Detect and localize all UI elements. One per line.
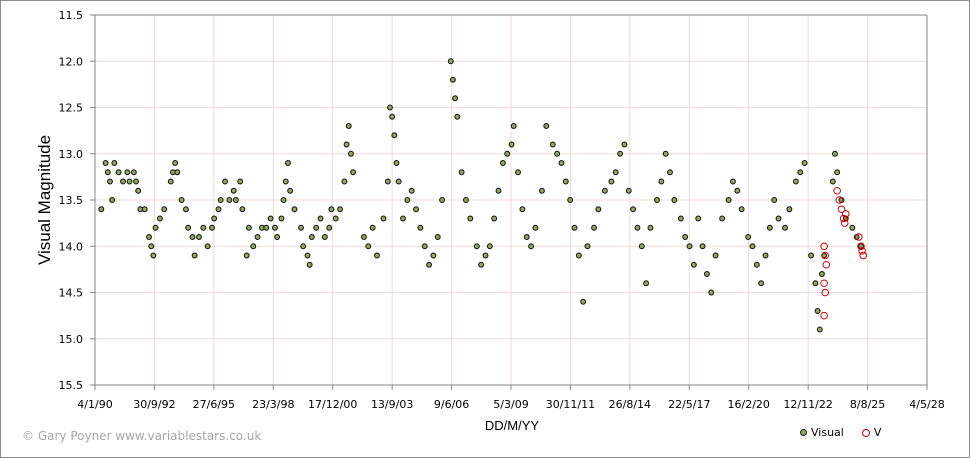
x-tick-labels: 4/1/90 30/9/92 27/6/95 23/3/98 17/12/00 13/9/… [77,398,944,411]
svg-text:4/5/28: 4/5/28 [909,398,944,411]
svg-text:13/9/03: 13/9/03 [371,398,413,411]
svg-text:13.0: 13.0 [59,148,84,161]
y-axis-title: Visual Magnitude [35,135,54,265]
svg-text:26/8/14: 26/8/14 [609,398,651,411]
svg-text:30/11/11: 30/11/11 [546,398,595,411]
svg-text:13.5: 13.5 [59,194,84,207]
svg-text:14.5: 14.5 [59,287,84,300]
y-tick-labels: 11.5 12.0 12.5 13.0 13.5 14.0 14.5 15.0 15.5 [59,9,84,392]
legend: Visual V [800,426,881,439]
svg-text:17/12/00: 17/12/00 [308,398,357,411]
copyright-credit: © Gary Poyner www.variablestars.co.uk [22,429,262,443]
svg-text:9/6/06: 9/6/06 [434,398,469,411]
svg-text:8/8/25: 8/8/25 [850,398,885,411]
series-visual [98,58,864,333]
legend-visual-label: Visual [811,426,844,439]
svg-text:12/11/22: 12/11/22 [783,398,832,411]
svg-text:23/3/98: 23/3/98 [252,398,294,411]
svg-text:5/3/09: 5/3/09 [493,398,528,411]
svg-text:14.0: 14.0 [59,240,84,253]
svg-text:4/1/90: 4/1/90 [77,398,112,411]
svg-text:22/5/17: 22/5/17 [668,398,710,411]
x-axis-title: DD/M/YY [485,418,540,433]
grid-lines [95,15,927,385]
svg-text:12.0: 12.0 [59,55,84,68]
svg-text:15.0: 15.0 [59,333,84,346]
legend-visual-marker-icon [800,429,807,436]
svg-text:11.5: 11.5 [59,9,84,22]
legend-v-label: V [873,426,882,439]
svg-text:12.5: 12.5 [59,102,84,115]
svg-text:30/9/92: 30/9/92 [133,398,175,411]
svg-text:16/2/20: 16/2/20 [728,398,770,411]
svg-text:27/6/95: 27/6/95 [193,398,235,411]
legend-v-marker-icon [861,428,870,437]
axes [90,14,928,390]
series-v [820,186,867,320]
svg-text:15.5: 15.5 [59,379,84,392]
